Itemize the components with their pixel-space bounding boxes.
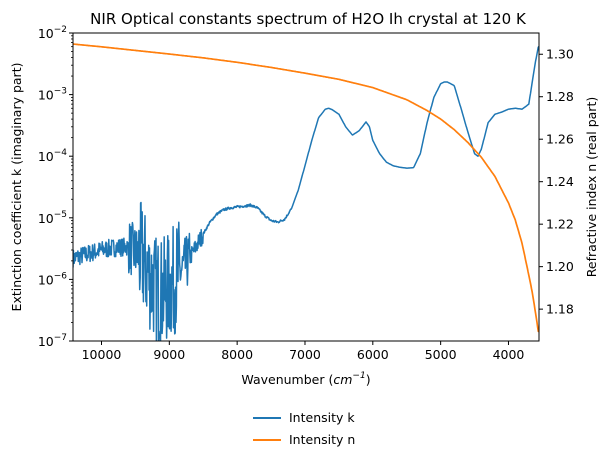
- x-axis-label-exponent: −1: [352, 371, 365, 381]
- x-tick-label: 9000: [153, 347, 185, 362]
- y-left-tick-label: 10−6: [38, 271, 67, 287]
- x-tick-label: 8000: [221, 347, 253, 362]
- x-tick-label: 5000: [425, 347, 457, 362]
- y-right-tick-label: 1.28: [546, 89, 574, 104]
- y-left-tick-label: 10−5: [38, 210, 67, 226]
- x-tick-label: 6000: [357, 347, 389, 362]
- plot-frame: [72, 32, 540, 342]
- chart-title: NIR Optical constants spectrum of H2O Ih…: [90, 10, 527, 28]
- legend-label-n: Intensity n: [289, 432, 355, 447]
- y-axis-left-label: Extinction coefficient k (imaginary part…: [9, 63, 24, 312]
- y-left-tick-label: 10−3: [38, 87, 67, 103]
- legend-label-k: Intensity k: [289, 410, 355, 425]
- x-tick-label: 7000: [289, 347, 321, 362]
- y-right-tick-label: 1.20: [546, 259, 574, 274]
- x-tick-label: 4000: [493, 347, 525, 362]
- y-right-tick-label: 1.22: [546, 217, 574, 232]
- series-layer: [73, 43, 539, 341]
- legend: Intensity k Intensity n: [253, 410, 355, 447]
- series-n-line: [73, 43, 539, 333]
- x-axis-label: Wavenumber (cm−1): [241, 371, 370, 387]
- y-right-tick-label: 1.24: [546, 174, 574, 189]
- x-tick-label: 10000: [82, 347, 122, 362]
- x-axis-label-main: Wavenumber (: [241, 372, 333, 387]
- y-axis-left: 10−7 10−6 10−5 10−4 10−3 10−2: [38, 25, 73, 349]
- series-k-line: [73, 45, 539, 341]
- y-right-tick-label: 1.26: [546, 132, 574, 147]
- x-axis-label-close: ): [366, 372, 371, 387]
- y-right-tick-label: 1.18: [546, 302, 574, 317]
- y-left-tick-label: 10−4: [38, 148, 67, 164]
- y-axis-right-label: Refractive index n (real part): [584, 97, 599, 277]
- x-axis-label-unit: cm: [333, 372, 352, 387]
- y-axis-right: 1.18 1.20 1.22 1.24 1.26 1.28 1.30: [539, 47, 574, 317]
- y-right-tick-label: 1.30: [546, 47, 574, 62]
- y-left-tick-label: 10−2: [38, 25, 67, 41]
- y-left-tick-label: 10−7: [38, 333, 67, 349]
- x-axis: 10000 9000 8000 7000 6000 5000 4000: [82, 341, 525, 362]
